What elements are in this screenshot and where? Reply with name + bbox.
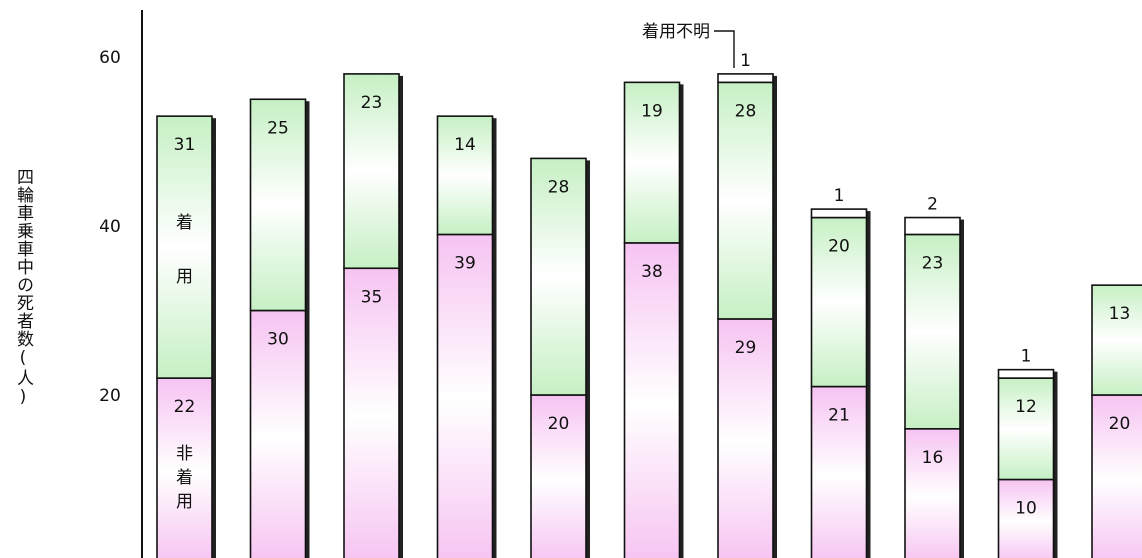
data-label-not-worn: 10 [1015,499,1037,519]
annotation-leader-line [714,30,735,68]
data-label-worn: 20 [828,237,850,257]
data-label-worn: 14 [454,135,476,155]
data-label-not-worn: 22 [174,397,196,417]
bar-stack: 39 14 [436,115,494,558]
bar-not-worn [810,385,868,558]
data-label-not-worn: 30 [267,330,289,350]
bar-stack: 38 19 [623,81,681,558]
data-label-worn: 28 [735,101,757,121]
bar-unknown [904,216,961,236]
bar-not-worn [623,242,681,558]
data-label-not-worn: 20 [548,414,570,434]
bar-not-worn [997,478,1055,558]
data-label-not-worn: 16 [922,448,944,468]
bar-stack: 30 25 [249,98,307,558]
bar-unknown [810,208,868,219]
data-label-not-worn: 39 [454,253,476,273]
bar-worn [249,98,307,312]
data-label-unknown: 1 [740,51,751,71]
data-label-worn: 19 [641,101,663,121]
bar-not-worn [436,233,494,558]
bar-not-worn [717,318,774,558]
bar-not-worn [530,394,587,558]
bar-worn [530,157,587,396]
bar-not-worn [249,309,307,558]
bar-not-worn [1091,394,1142,558]
bar-worn [810,216,868,388]
y-tick-label: 40 [99,217,121,237]
bar-unknown [997,368,1055,379]
data-label-unknown: 1 [834,186,845,206]
bar-stack: 29 28 1 [717,51,774,558]
segment-label-worn: 着 [176,213,193,233]
bar-worn [997,377,1055,481]
segment-label-worn: 用 [176,267,193,287]
bar-stack: 35 23 [343,73,400,558]
bar-worn [436,115,494,236]
data-label-worn: 28 [548,177,570,197]
segment-label-not-worn: 用 [176,492,193,512]
bar-not-worn [343,267,400,558]
y-tick-label: 20 [99,386,121,406]
data-label-not-worn: 38 [641,262,663,282]
data-label-worn: 23 [922,253,944,273]
data-label-worn: 13 [1109,304,1131,324]
bar-worn [343,73,400,270]
segment-label-not-worn: 着 [176,468,193,488]
data-label-worn: 25 [267,118,289,138]
data-label-worn: 31 [174,135,196,155]
data-label-worn: 23 [361,93,383,113]
data-label-not-worn: 21 [828,406,850,426]
bar-unknown [717,73,774,84]
bar-not-worn [904,427,961,558]
annotation-unknown-label: 着用不明 [642,22,710,42]
bar-stack: 21 20 1 [810,186,868,558]
bar-worn [156,115,213,379]
data-label-not-worn: 20 [1109,414,1131,434]
bar-stack: 22 31 [156,115,213,558]
data-label-not-worn: 35 [361,287,383,307]
y-axis-label: 四輪車乗車中の死者数(人) [13,168,33,408]
data-label-not-worn: 29 [735,338,757,358]
bar-worn [623,81,681,244]
bar-worn [904,233,961,430]
y-tick-label: 60 [99,48,121,68]
data-label-unknown: 1 [1021,347,1032,367]
bar-worn [1091,284,1142,396]
data-label-worn: 12 [1015,397,1037,417]
bar-stack: 16 23 2 [904,195,961,558]
bar-stack: 10 12 1 [997,347,1055,558]
data-label-unknown: 2 [927,195,938,215]
segment-label-not-worn: 非 [176,444,193,464]
bar-not-worn [156,377,213,558]
bar-worn [717,81,774,320]
